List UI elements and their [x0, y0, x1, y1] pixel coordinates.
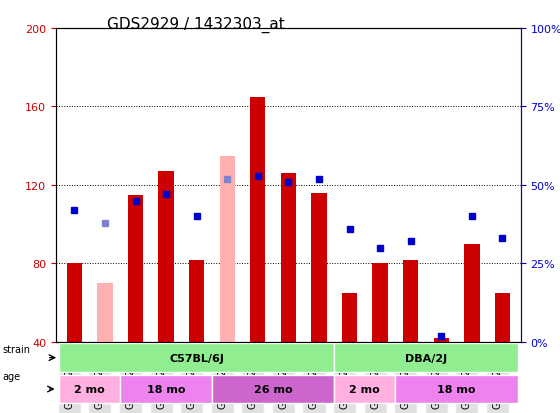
Bar	[433, 338, 449, 342]
FancyBboxPatch shape	[334, 375, 395, 403]
Bar	[495, 293, 510, 342]
Text: 18 mo: 18 mo	[437, 384, 476, 394]
Bar	[342, 293, 357, 342]
Text: 18 mo: 18 mo	[147, 384, 185, 394]
Text: DBA/2J: DBA/2J	[405, 353, 447, 363]
FancyBboxPatch shape	[59, 344, 334, 372]
Bar	[372, 264, 388, 342]
Text: 2 mo: 2 mo	[74, 384, 105, 394]
Bar	[250, 97, 265, 342]
FancyBboxPatch shape	[334, 344, 518, 372]
Bar	[128, 195, 143, 342]
Text: GDS2929 / 1432303_at: GDS2929 / 1432303_at	[107, 17, 285, 33]
FancyBboxPatch shape	[59, 375, 120, 403]
Text: age: age	[3, 371, 21, 381]
Bar	[281, 174, 296, 342]
Bar	[97, 283, 113, 342]
Bar	[158, 172, 174, 342]
Bar	[189, 260, 204, 342]
Text: strain: strain	[3, 344, 31, 354]
Text: C57BL/6J: C57BL/6J	[169, 353, 224, 363]
Text: 26 mo: 26 mo	[254, 384, 292, 394]
Bar	[67, 264, 82, 342]
Bar	[464, 244, 479, 342]
FancyBboxPatch shape	[395, 375, 518, 403]
Text: 2 mo: 2 mo	[349, 384, 380, 394]
Bar	[220, 156, 235, 342]
Bar	[403, 260, 418, 342]
Bar	[311, 193, 326, 342]
FancyBboxPatch shape	[120, 375, 212, 403]
FancyBboxPatch shape	[212, 375, 334, 403]
